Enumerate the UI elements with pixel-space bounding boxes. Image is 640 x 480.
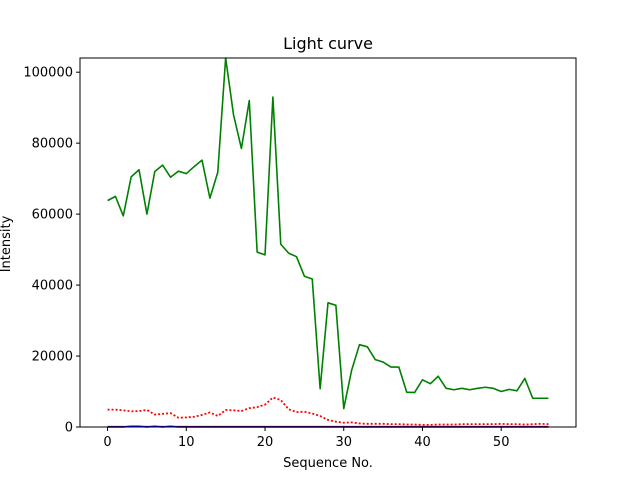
x-tick-label: 0 <box>103 435 111 450</box>
y-tick-label: 60000 <box>32 208 73 223</box>
y-tick-label: 20000 <box>32 350 73 365</box>
y-tick-label: 0 <box>65 421 73 436</box>
y-tick-label: 100000 <box>23 66 73 81</box>
series-line-1 <box>107 57 549 410</box>
x-axis-label: Sequence No. <box>283 456 373 471</box>
y-axis-label: Intensity <box>0 215 14 272</box>
x-tick-label: 10 <box>178 435 195 450</box>
x-tick-label: 20 <box>257 435 274 450</box>
x-axis: 0 10 20 30 40 50 <box>103 427 509 450</box>
plot-frame <box>79 57 577 428</box>
y-tick-label: 40000 <box>32 279 73 294</box>
y-tick-label: 80000 <box>32 137 73 152</box>
series-line-2 <box>107 396 549 426</box>
x-tick-label: 30 <box>335 435 352 450</box>
chart-title: Light curve <box>283 34 373 53</box>
x-tick-label: 50 <box>493 435 510 450</box>
y-axis: 0 20000 40000 60000 80000 100000 <box>23 66 80 436</box>
x-tick-label: 40 <box>414 435 431 450</box>
